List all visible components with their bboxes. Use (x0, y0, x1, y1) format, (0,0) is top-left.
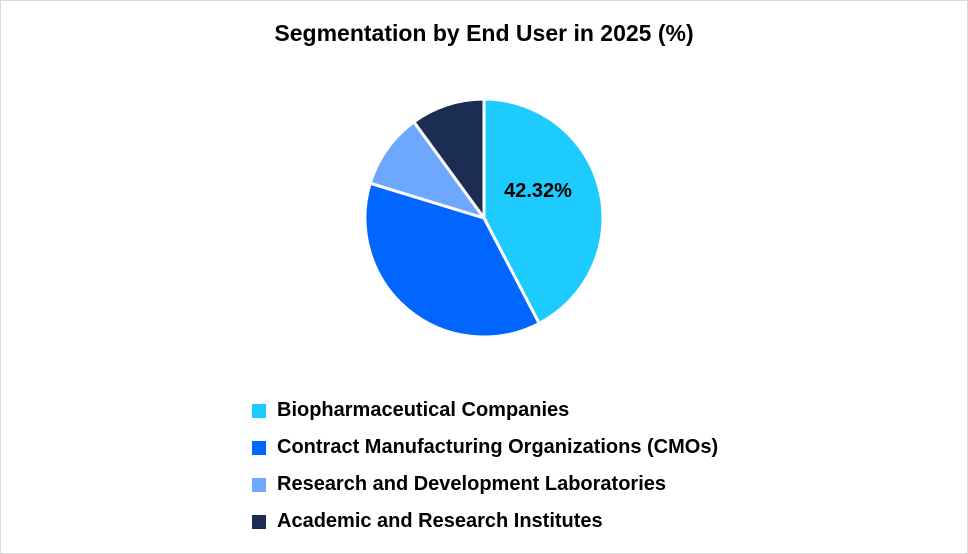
legend-item: Research and Development Laboratories (252, 466, 718, 503)
chart-title: Segmentation by End User in 2025 (%) (274, 20, 694, 46)
legend-label: Contract Manufacturing Organizations (CM… (277, 436, 719, 458)
legend-item: Biopharmaceutical Companies (252, 392, 718, 429)
legend-swatch (252, 440, 266, 455)
legend-label: Research and Development Laboratories (277, 473, 667, 495)
legend-swatch (252, 403, 266, 418)
legend: Biopharmaceutical Companies Contract Manu… (252, 392, 718, 540)
data-label-0: 42.32% (504, 180, 572, 202)
legend-item: Academic and Research Institutes (252, 503, 718, 540)
legend-item: Contract Manufacturing Organizations (CM… (252, 429, 718, 466)
legend-swatch (252, 514, 266, 529)
pie-slice-0 (482, 97, 605, 326)
legend-label: Biopharmaceutical Companies (277, 399, 570, 421)
legend-swatch (252, 477, 266, 492)
pie-slice-1 (363, 181, 542, 339)
pie-slice-3 (411, 97, 486, 223)
legend-label: Academic and Research Institutes (277, 510, 603, 532)
